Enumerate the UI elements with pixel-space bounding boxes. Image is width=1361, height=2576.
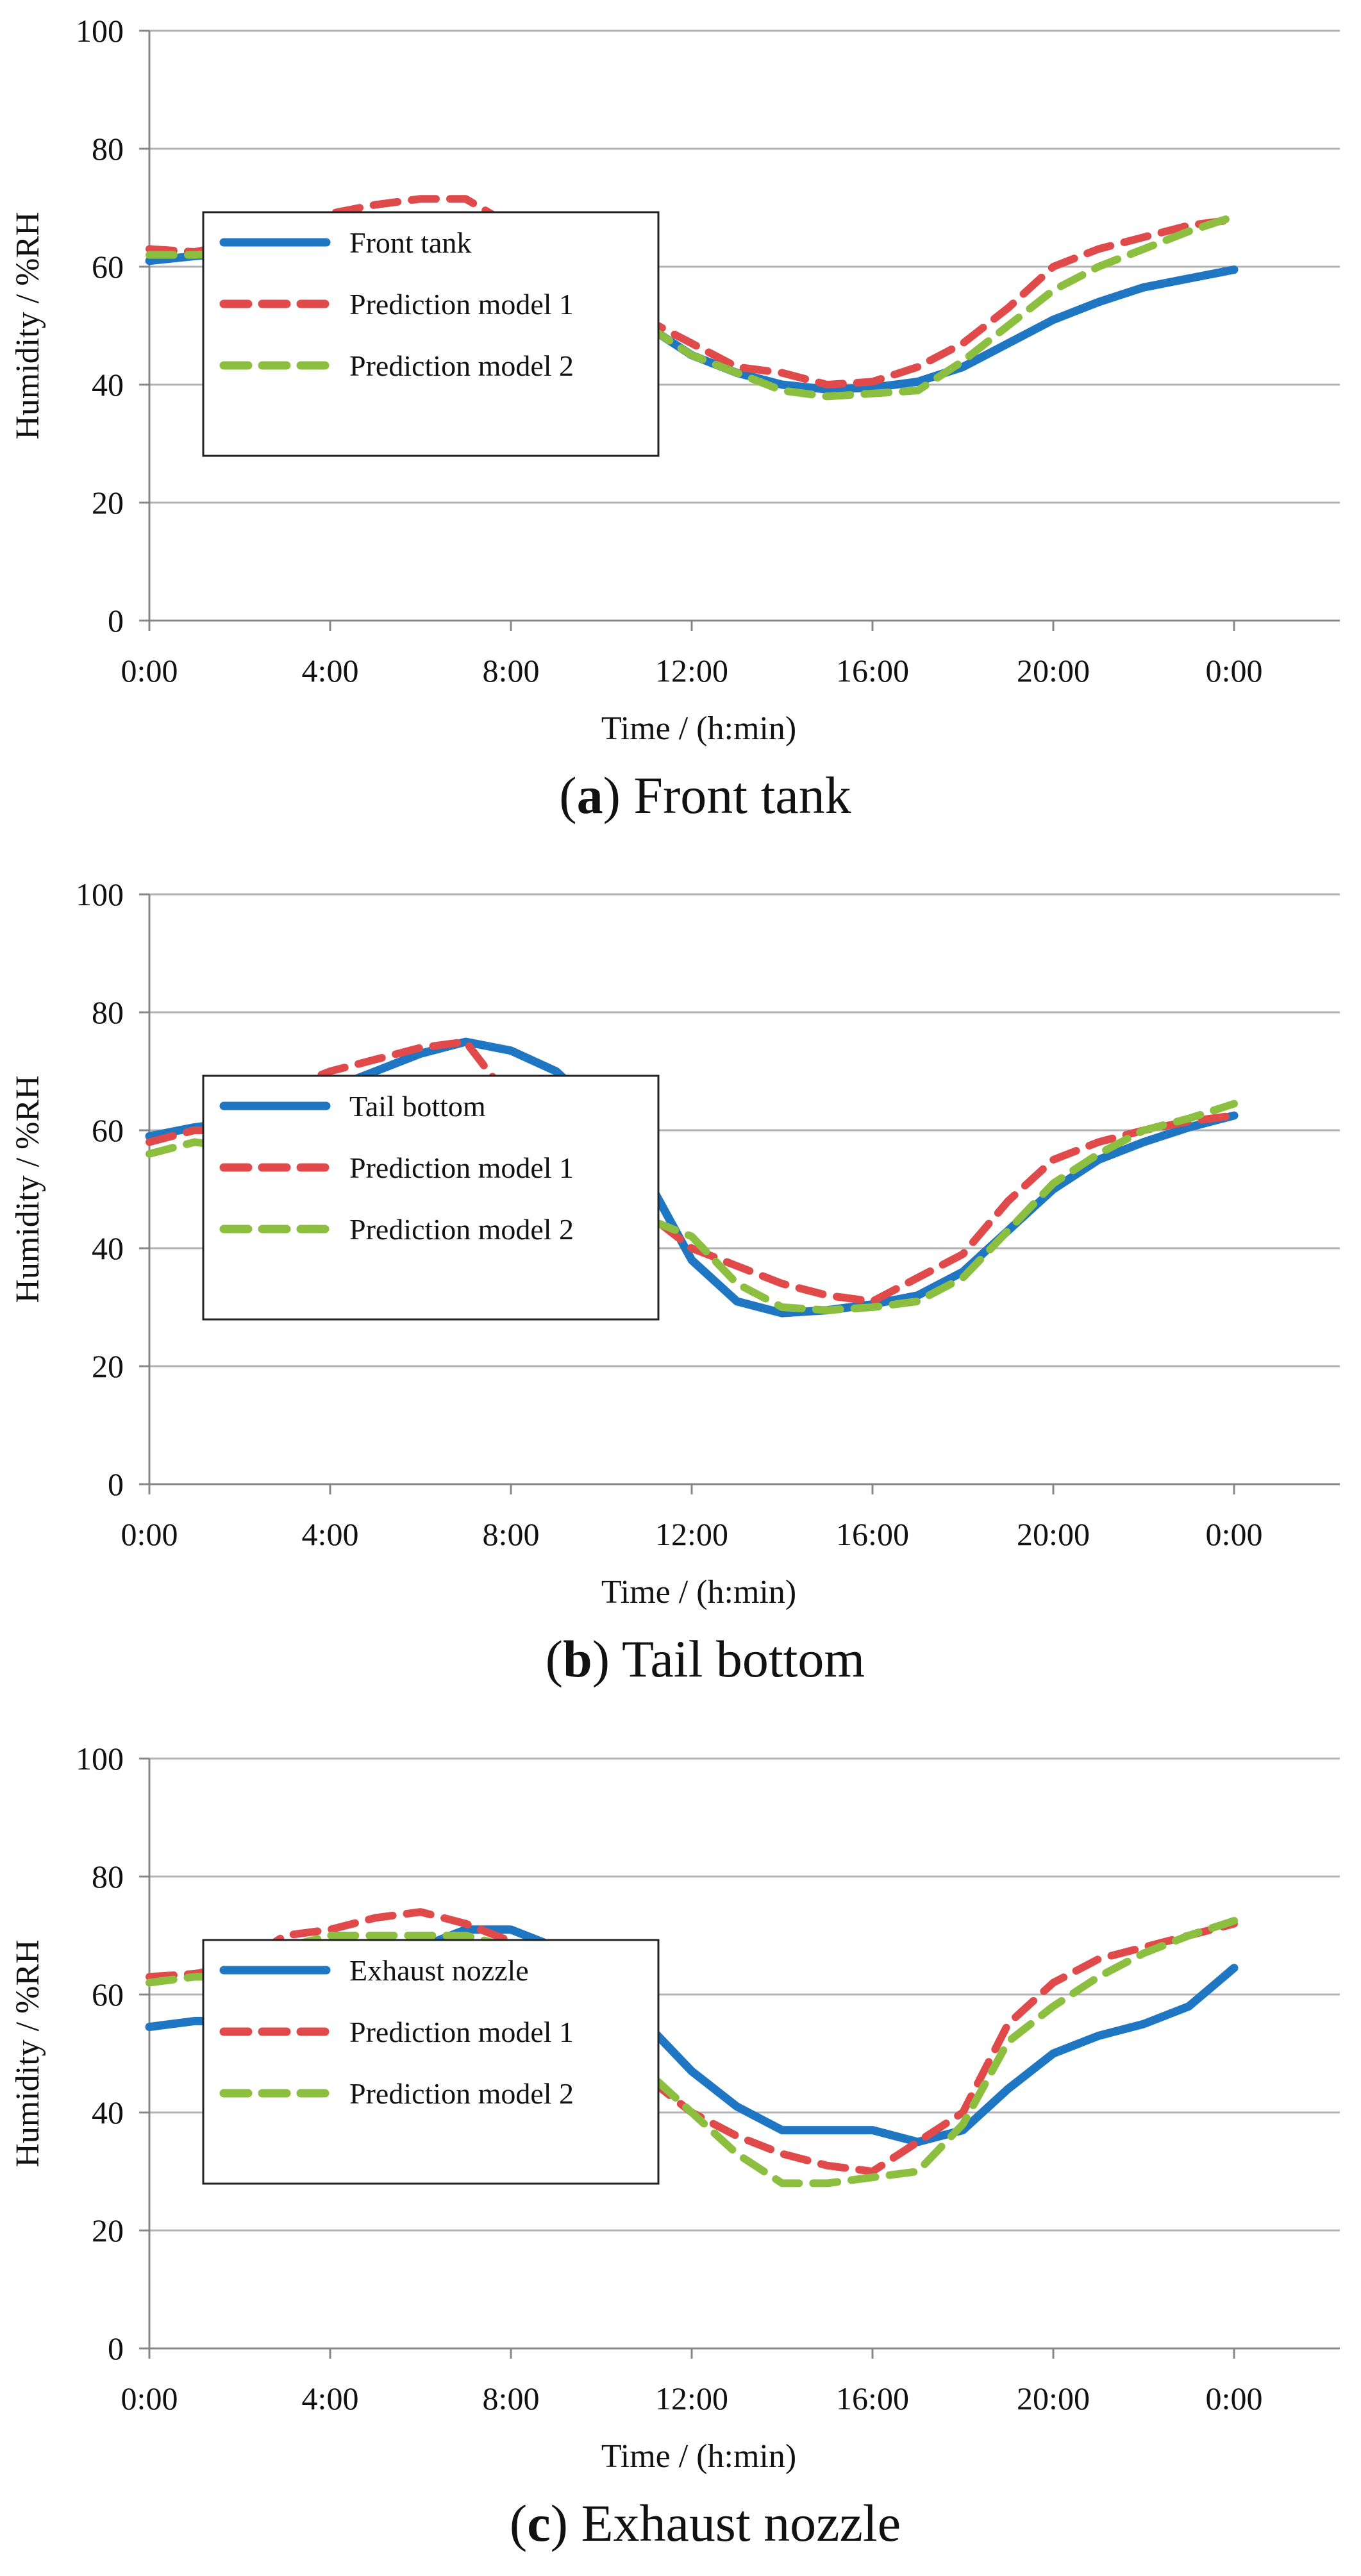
legend-label: Prediction model 2 [349,349,574,382]
series-line-prediction-model-1 [146,195,1238,389]
legend-label: Prediction model 1 [349,288,574,321]
x-tick-label: 16:00 [836,2380,909,2416]
legend-label: Prediction model 2 [349,1213,574,1246]
y-tick-label: 60 [92,1977,124,2012]
chart-panel-b: 0 20 40 60 80 100 0:00 4:00 8:00 12:00 16:00 20:00 0… [10,876,1340,1688]
y-tick-label: 80 [92,131,124,167]
legend-label: Exhaust nozzle [349,1954,529,1987]
x-tick-label: 8:00 [483,2380,540,2416]
caption-paren-open: ( [546,1630,563,1688]
panel-caption: (b) Tail bottom [546,1630,865,1688]
legend-label: Prediction model 1 [349,2016,574,2048]
series-line-prediction-model-1 [146,1038,1238,1305]
y-tick-label: 80 [92,1859,124,1894]
x-tick-label: 0:00 [1206,1516,1263,1552]
caption-text: Tail bottom [610,1630,865,1688]
y-tick-label: 40 [92,2095,124,2130]
y-tick-label: 0 [108,603,124,639]
caption-paren-close: ) [603,766,621,824]
caption-paren-close: ) [551,2494,568,2552]
panel-caption: (a) Front tank [559,766,851,824]
chart-panel-a: 0 20 40 60 80 100 0:00 4:00 8:00 12:00 16:00 20:00 0… [10,13,1340,824]
caption-paren-open: ( [510,2494,527,2552]
x-tick-label: 4:00 [302,653,359,689]
x-tick-label: 12:00 [655,653,728,689]
x-axis-label: Time / (h:min) [601,2438,796,2475]
y-tick-label: 60 [92,1112,124,1148]
x-tick-label: 4:00 [302,1516,359,1552]
y-axis-label: Humidity / %RH [10,1075,46,1303]
legend-label: Prediction model 2 [349,2077,574,2110]
x-tick-label: 8:00 [483,653,540,689]
x-tick-label: 0:00 [1206,2380,1263,2416]
caption-paren-close: ) [592,1630,610,1688]
legend-label: Front tank [349,226,471,259]
x-tick-label: 8:00 [483,1516,540,1552]
caption-text: Front tank [621,766,851,824]
x-tick-label: 0:00 [121,653,178,689]
y-axis-label: Humidity / %RH [10,1939,46,2167]
x-tick-label: 16:00 [836,653,909,689]
y-axis-label: Humidity / %RH [10,212,46,439]
caption-text: Exhaust nozzle [568,2494,901,2552]
x-axis-label: Time / (h:min) [601,710,796,747]
x-tick-label: 0:00 [1206,653,1263,689]
legend-box [202,1939,660,2185]
y-tick-label: 100 [76,13,124,49]
legend-label: Prediction model 1 [349,1151,574,1184]
legend-label: Tail bottom [349,1090,486,1123]
x-tick-label: 20:00 [1017,653,1090,689]
panel-caption: (c) Exhaust nozzle [510,2494,901,2552]
x-tick-label: 0:00 [121,2380,178,2416]
legend-box [202,1075,660,1321]
y-tick-label: 100 [76,1741,124,1777]
caption-letter: a [577,766,603,824]
y-tick-label: 20 [92,2212,124,2248]
series-line-prediction-model-2 [146,1917,1238,2187]
series-line-prediction-model-2 [146,212,1238,401]
y-tick-label: 60 [92,249,124,285]
x-tick-label: 12:00 [655,1516,728,1552]
legend-box [202,211,660,457]
caption-letter: c [527,2494,550,2552]
x-tick-label: 20:00 [1017,2380,1090,2416]
y-tick-label: 80 [92,994,124,1030]
caption-paren-open: ( [559,766,576,824]
y-tick-label: 0 [108,2330,124,2366]
y-tick-label: 100 [76,876,124,912]
x-tick-label: 16:00 [836,1516,909,1552]
x-tick-label: 20:00 [1017,1516,1090,1552]
y-tick-label: 20 [92,1348,124,1384]
x-axis-label: Time / (h:min) [601,1574,796,1610]
chart-panel-c: 0 20 40 60 80 100 0:00 4:00 8:00 12:00 16:00 20:00 0… [10,1741,1340,2552]
y-tick-label: 0 [108,1466,124,1502]
x-tick-label: 0:00 [121,1516,178,1552]
y-tick-label: 40 [92,1230,124,1266]
x-tick-label: 12:00 [655,2380,728,2416]
y-tick-label: 40 [92,367,124,403]
x-tick-label: 4:00 [302,2380,359,2416]
y-tick-label: 20 [92,485,124,521]
caption-letter: b [563,1630,592,1688]
